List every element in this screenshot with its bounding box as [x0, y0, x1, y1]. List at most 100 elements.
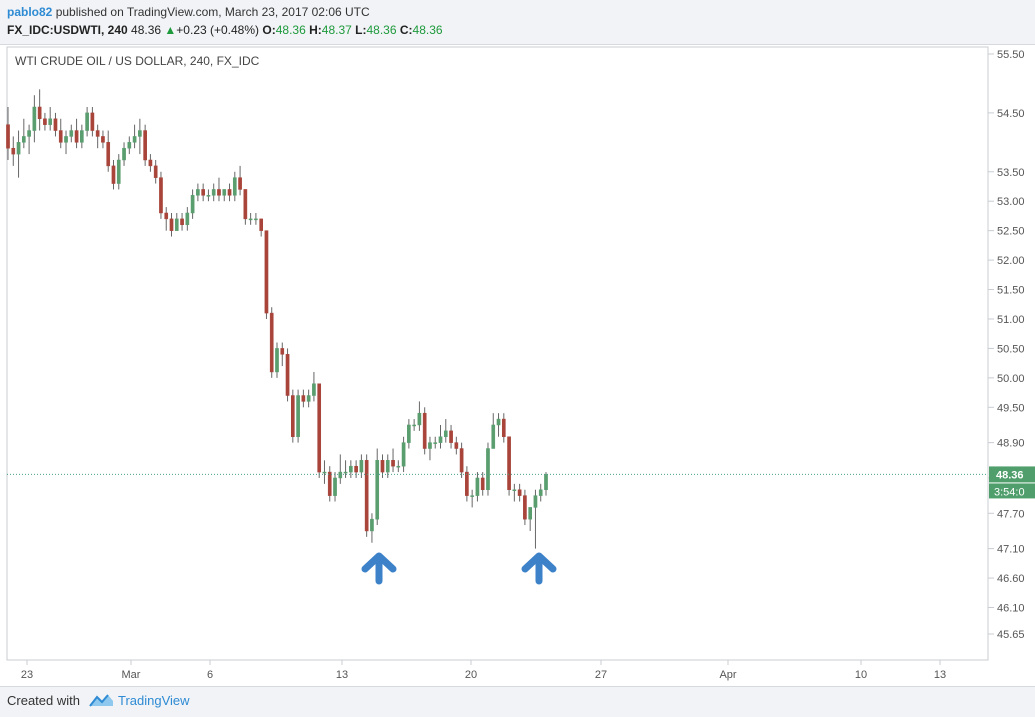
tradingview-logo-icon[interactable] [88, 691, 114, 711]
candle-body [422, 412, 427, 449]
candle-body [169, 218, 174, 231]
candle-body [174, 218, 179, 231]
y-tick-label: 50.00 [997, 373, 1025, 385]
footer: Created with TradingView [0, 686, 1035, 717]
candle-body [285, 354, 290, 396]
last-price: 48.36 [131, 23, 162, 37]
candle-body [354, 465, 358, 473]
up-triangle-icon: ▲ [164, 23, 177, 37]
x-tick-label: 6 [207, 669, 213, 681]
chart-header: pablo82 published on TradingView.com, Ma… [0, 0, 1035, 45]
y-tick-label: 47.70 [997, 508, 1025, 520]
candle-body [322, 471, 327, 474]
candle-body [327, 471, 332, 496]
candle-body [517, 489, 522, 496]
candle-body [417, 412, 422, 426]
y-tick-label: 54.50 [997, 108, 1025, 120]
candle-body [217, 189, 221, 196]
high-value: 48.37 [321, 23, 352, 37]
candle-body [465, 471, 469, 496]
candlestick-chart[interactable]: WTI CRUDE OIL / US DOLLAR, 240, FX_IDC 5… [0, 44, 1035, 686]
candle-body [428, 442, 432, 449]
candle-body [101, 136, 105, 143]
chart-area[interactable]: WTI CRUDE OIL / US DOLLAR, 240, FX_IDC 5… [0, 44, 1035, 686]
candle-body [512, 489, 517, 491]
candle-body [443, 430, 448, 437]
candle-body [238, 177, 242, 190]
candle-body [148, 159, 153, 167]
x-tick-label: 13 [336, 669, 348, 681]
candle-body [159, 177, 163, 214]
candle-body [454, 442, 459, 449]
y-tick-label: 52.50 [997, 226, 1025, 238]
candle-body [6, 124, 10, 149]
high-label: H: [309, 23, 322, 37]
candle-body [385, 460, 390, 473]
candle-body [58, 130, 63, 143]
candle-body [338, 471, 343, 479]
candle-body [211, 189, 216, 196]
username-link[interactable]: pablo82 [7, 5, 53, 19]
candle-body [106, 142, 111, 167]
candle-body [290, 395, 295, 437]
candle-body [201, 189, 205, 196]
y-tick-label: 53.00 [997, 196, 1025, 208]
countdown-label: 3:54:0 [994, 486, 1025, 498]
candle-body [37, 106, 42, 120]
y-tick-label: 47.10 [997, 544, 1025, 556]
candle-body [185, 212, 190, 226]
candle-body [528, 507, 533, 520]
y-tick-label: 52.00 [997, 255, 1025, 267]
candle-body [438, 436, 443, 443]
price-axis[interactable]: 55.50 54.50 53.50 53.00 52.50 52.00 51.50 51.00… [988, 49, 1025, 641]
candle-body [196, 189, 200, 196]
candle-body [349, 465, 353, 473]
time-axis[interactable]: 23 Mar 6 13 20 27 Apr 10 13 [21, 660, 946, 681]
candle-body [243, 189, 248, 220]
y-tick-label: 53.50 [997, 167, 1025, 179]
candle-body [264, 230, 269, 314]
candle-body [359, 460, 364, 473]
candle-body [32, 106, 37, 131]
chart-title: WTI CRUDE OIL / US DOLLAR, 240, FX_IDC [15, 54, 260, 68]
candle-body [491, 424, 496, 449]
candle-body [248, 218, 253, 221]
candle-body [538, 489, 543, 496]
candle-body [449, 430, 453, 443]
x-tick-label: 20 [465, 669, 477, 681]
candle-body [190, 195, 195, 214]
candle-body [27, 130, 31, 137]
candle-body [222, 189, 227, 196]
candle-body [16, 142, 21, 155]
candle-body [227, 189, 232, 196]
candle-body [364, 460, 369, 532]
candle-body [138, 130, 142, 137]
price-change: +0.23 (+0.48%) [176, 23, 260, 37]
candle-body [153, 165, 158, 178]
candle-body [391, 460, 395, 467]
countdown-badge [989, 483, 1035, 499]
y-tick-label: 46.60 [997, 573, 1025, 585]
ohlc-bar: FX_IDC:USDWTI, 240 48.36 ▲+0.23 (+0.48%)… [7, 23, 443, 37]
candle-body [401, 442, 406, 467]
candle-body [312, 383, 316, 396]
symbol-interval: FX_IDC:USDWTI, 240 [7, 23, 128, 37]
candle-body [127, 142, 132, 149]
candle-body [380, 460, 385, 473]
candle-body [53, 118, 58, 131]
candle-body [122, 147, 126, 161]
y-tick-label: 46.10 [997, 603, 1025, 615]
candle-body [396, 465, 401, 468]
candle-body [21, 136, 26, 143]
candle-body [370, 518, 374, 532]
y-tick-label: 55.50 [997, 49, 1025, 61]
low-label: L: [355, 23, 367, 37]
candle-body [259, 218, 264, 231]
close-label: C: [399, 23, 413, 37]
candle-body [164, 212, 169, 220]
candle-body [407, 424, 411, 443]
candle-body [480, 477, 485, 490]
tradingview-brand-link[interactable]: TradingView [118, 693, 190, 708]
publish-info: pablo82 published on TradingView.com, Ma… [7, 5, 370, 19]
candle-body [433, 442, 438, 444]
